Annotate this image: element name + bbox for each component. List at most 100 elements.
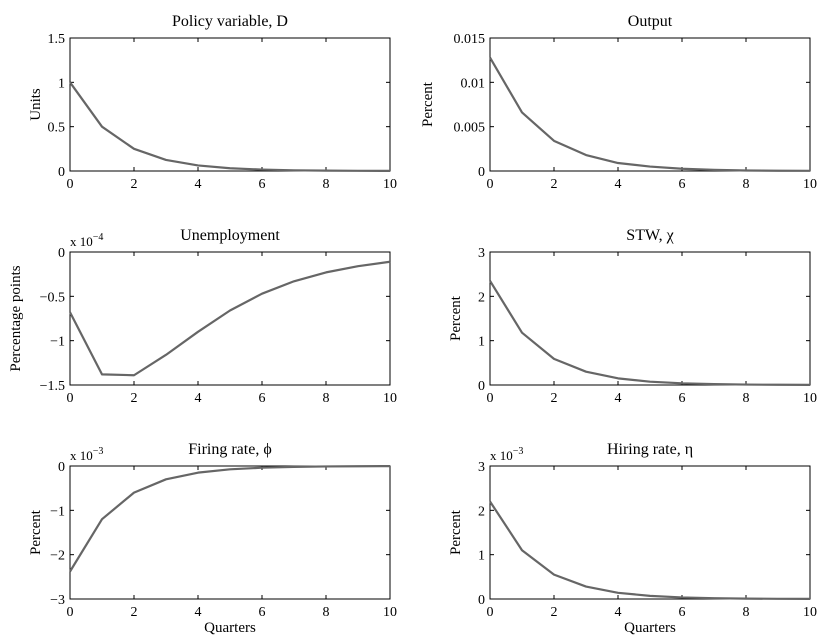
data-point — [713, 597, 715, 599]
y-tick-label: 0.015 — [454, 32, 486, 47]
x-tick-label: 2 — [551, 605, 558, 620]
x-tick-label: 4 — [195, 177, 202, 192]
y-tick-label: 0 — [478, 379, 485, 394]
data-point — [745, 597, 747, 599]
x-tick-label: 0 — [67, 391, 74, 406]
data-point — [745, 383, 747, 385]
data-point — [133, 148, 135, 150]
x-tick-label: 0 — [67, 605, 74, 620]
x-tick-label: 6 — [679, 177, 686, 192]
subplot-5: 0 2 4 6 8 10−3−2−10x 10−3 Firing rate, ϕPercen… — [28, 441, 397, 636]
plot-frame — [70, 38, 390, 171]
y-tick-label: 0 — [478, 165, 485, 180]
y-tick-label: 0 — [58, 246, 65, 261]
data-point — [325, 169, 327, 171]
x-tick-label: 6 — [259, 391, 266, 406]
data-point — [293, 169, 295, 171]
data-point — [809, 384, 811, 386]
x-tick-label: 10 — [383, 177, 397, 192]
x-tick-label: 4 — [615, 391, 622, 406]
x-tick-label: 2 — [131, 177, 138, 192]
data-point — [809, 170, 811, 172]
y-axis-label: Percentage points — [8, 265, 24, 371]
plot-frame — [70, 466, 390, 599]
x-tick-label: 0 — [67, 177, 74, 192]
subplot-6: 0 2 4 6 8 10 0 1 2 3 x 10−3 Hiring rate, η Percent Qu… — [448, 441, 817, 636]
series-line — [70, 82, 390, 171]
x-tick-label: 4 — [615, 605, 622, 620]
data-point — [585, 585, 587, 587]
data-point — [293, 466, 295, 468]
data-point — [681, 596, 683, 598]
series-line — [490, 58, 810, 171]
data-point — [165, 159, 167, 161]
y-tick-label: 0 — [58, 165, 65, 180]
subplot-1: 0 2 4 6 8 10 0 0.5 1 1.5 Policy variable, D Units — [28, 13, 397, 192]
data-point — [617, 162, 619, 164]
data-point — [165, 478, 167, 480]
data-point — [489, 56, 491, 58]
data-point — [389, 261, 391, 263]
y-axis-label: Percent — [448, 509, 464, 555]
x-tick-label: 6 — [259, 177, 266, 192]
data-point — [261, 466, 263, 468]
y-exponent-label: x 10−3 — [490, 446, 523, 463]
data-point — [649, 380, 651, 382]
y-tick-label: 1 — [478, 549, 485, 564]
data-point — [617, 377, 619, 379]
data-point — [229, 309, 231, 311]
data-point — [261, 292, 263, 294]
x-axis-label: Quarters — [624, 620, 676, 636]
series-line — [70, 262, 390, 376]
y-tick-label: 0.01 — [461, 76, 486, 91]
y-exponent-power: −3 — [93, 446, 104, 457]
data-point — [649, 595, 651, 597]
x-tick-label: 10 — [803, 177, 817, 192]
data-point — [553, 358, 555, 360]
data-point — [649, 165, 651, 167]
x-tick-label: 8 — [743, 391, 750, 406]
x-tick-label: 6 — [259, 605, 266, 620]
subplot-title: Firing rate, ϕ — [188, 441, 272, 458]
y-exponent-label: x 10−3 — [70, 446, 103, 463]
x-tick-label: 4 — [195, 391, 202, 406]
x-tick-label: 8 — [743, 605, 750, 620]
y-tick-label: 1 — [58, 76, 65, 91]
y-exponent-base: x 10 — [490, 448, 513, 463]
data-point — [101, 518, 103, 520]
data-point — [229, 167, 231, 169]
x-tick-label: 0 — [487, 177, 494, 192]
data-point — [777, 170, 779, 172]
y-tick-label: 0 — [478, 593, 485, 608]
data-point — [777, 598, 779, 600]
x-tick-label: 2 — [131, 391, 138, 406]
x-tick-label: 6 — [679, 605, 686, 620]
data-point — [681, 382, 683, 384]
x-tick-label: 10 — [383, 391, 397, 406]
y-axis-label: Percent — [28, 509, 44, 555]
data-point — [357, 265, 359, 267]
x-tick-label: 4 — [195, 605, 202, 620]
y-tick-label: −3 — [50, 593, 65, 608]
data-point — [69, 81, 71, 83]
y-tick-label: −1 — [50, 504, 65, 519]
data-point — [293, 280, 295, 282]
x-tick-label: 8 — [323, 177, 330, 192]
y-tick-label: 0.5 — [48, 121, 66, 136]
x-tick-label: 10 — [803, 391, 817, 406]
data-point — [681, 168, 683, 170]
y-tick-label: 1.5 — [48, 32, 66, 47]
subplot-title: STW, χ — [626, 227, 674, 244]
data-point — [713, 383, 715, 385]
data-point — [357, 170, 359, 172]
y-exponent-power: −3 — [513, 446, 524, 457]
data-point — [521, 111, 523, 113]
data-point — [777, 384, 779, 386]
data-point — [197, 164, 199, 166]
data-point — [809, 598, 811, 600]
data-point — [389, 170, 391, 172]
data-point — [585, 154, 587, 156]
data-point — [617, 592, 619, 594]
data-point — [521, 549, 523, 551]
